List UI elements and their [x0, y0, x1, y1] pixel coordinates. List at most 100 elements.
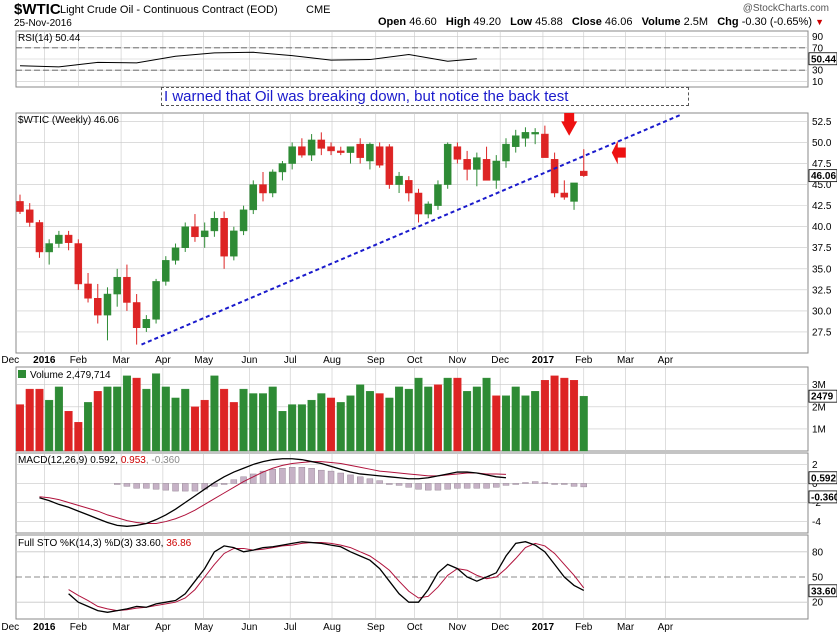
macd-histogram-bar: [386, 483, 393, 485]
volume-bar-up: [579, 395, 588, 452]
macd-histogram-bar: [454, 483, 461, 489]
macd-histogram-bar: [279, 468, 286, 484]
x-axis-label-bottom: 2016: [33, 622, 56, 633]
volume-bar-down: [453, 377, 462, 452]
macd-histogram-bar: [259, 470, 267, 484]
volume-bar-up: [259, 393, 268, 452]
candle-down: [482, 159, 491, 181]
macd-tick-label: 0: [812, 479, 818, 490]
candle-down: [64, 234, 73, 243]
candle-down: [375, 146, 384, 166]
macd-histogram-bar: [308, 468, 315, 484]
close-value: 46.06: [604, 16, 633, 28]
price-panel-title: $WTIC (Weekly) 46.06: [18, 115, 119, 126]
volume-bar-up: [307, 399, 316, 452]
rsi-last-value-box: [808, 52, 837, 66]
candle-down: [463, 159, 471, 170]
macd-histogram-bar: [425, 483, 432, 491]
volume-bar-down: [16, 404, 25, 452]
price-last-value-box: [808, 169, 837, 183]
x-axis-label: May: [194, 355, 213, 366]
chart-header: $WTIC Light Crude Oil - Continuous Contr…: [0, 0, 837, 30]
x-axis-label-bottom: Apr: [658, 622, 674, 633]
volume-bar-down: [190, 406, 199, 452]
candle-down: [220, 218, 228, 257]
red-down-arrow-icon: [561, 113, 578, 136]
price-tick-label: 27.5: [812, 327, 832, 338]
candle-up: [502, 143, 510, 162]
macd-tick-label: -4: [812, 517, 821, 528]
chg-value: -0.30 (-0.65%): [741, 16, 812, 28]
candle-up: [181, 226, 189, 248]
macd-last-value: 0.592: [811, 473, 836, 484]
volume-bar-down: [229, 402, 238, 452]
x-axis-label-bottom: Aug: [323, 622, 341, 633]
macd-histogram-bar: [337, 472, 344, 484]
volume-bar-up: [317, 393, 326, 452]
rsi-title: RSI(14) 50.44: [18, 33, 81, 44]
x-axis-label: Mar: [617, 355, 635, 366]
macd-histogram-bar: [483, 483, 490, 489]
volume-bar-up: [385, 397, 394, 452]
macd-hist-last-value: -0.360: [811, 492, 837, 503]
macd-histogram-bar: [570, 483, 578, 487]
volume-bar-down: [93, 391, 102, 452]
macd-histogram-bar: [318, 469, 325, 484]
candle-down: [414, 192, 423, 215]
macd-histogram-bar: [473, 483, 481, 489]
x-axis-label-bottom: Feb: [575, 622, 593, 633]
x-axis-label-bottom: Mar: [112, 622, 130, 633]
volume-bar-down: [327, 397, 336, 452]
x-axis-label: Oct: [407, 355, 423, 366]
chart-date: 25-Nov-2016: [14, 18, 72, 29]
candle-up: [200, 230, 209, 238]
volume-bar-up: [502, 395, 511, 452]
candle-down: [25, 209, 34, 223]
macd-histogram-bar: [415, 483, 422, 490]
x-axis-label-bottom: May: [194, 622, 213, 633]
stockcharts-watermark: @StockCharts.com: [742, 3, 829, 14]
volume-bar-up: [142, 388, 151, 452]
volume-bar-up: [113, 386, 122, 452]
volume-bar-up: [122, 375, 131, 452]
macd-last-value-box: [808, 471, 837, 485]
macd-histogram-bar: [376, 480, 383, 484]
annotation-text: I warned that Oil was breaking down, but…: [164, 88, 569, 105]
candle-up: [366, 143, 374, 162]
volume-bar-up: [288, 404, 297, 452]
ohlc-readout: Open 46.60 High 49.20 Low 45.88 Close 46…: [378, 16, 824, 28]
volume-bar-up: [103, 386, 112, 452]
volume-bar-up: [482, 377, 491, 452]
candle-down: [337, 150, 345, 153]
open-value: 46.60: [409, 16, 437, 28]
candle-up: [210, 218, 219, 232]
candle-up: [288, 146, 296, 164]
candle-up: [171, 247, 180, 261]
price-panel: [15, 112, 809, 354]
x-axis-label-bottom: Dec: [1, 622, 19, 633]
sto-d-value: 36.86: [166, 538, 191, 549]
macd-histogram-bar: [395, 483, 403, 486]
open-label: Open: [378, 16, 407, 28]
candle-down: [123, 276, 131, 303]
low-label: Low: [510, 16, 533, 28]
x-axis-label-bottom: Apr: [155, 622, 171, 633]
macd-histogram-bar: [463, 483, 471, 489]
volume-bar-up: [424, 386, 433, 452]
rsi-tick-label: 10: [812, 77, 824, 88]
volume-bar-down: [35, 388, 44, 452]
low-value: 45.88: [535, 16, 563, 28]
volume-last-value: 2479: [811, 392, 834, 403]
volume-last-value-box: [808, 389, 837, 403]
red-left-arrow-icon: [611, 140, 626, 165]
candle-up: [307, 139, 316, 156]
candle-down: [35, 222, 44, 253]
volume-bar-up: [511, 386, 520, 452]
sto-k-value: 33.60,: [136, 538, 167, 549]
candle-up: [531, 132, 539, 135]
x-axis-label-bottom: Jun: [241, 622, 257, 633]
candle-down: [385, 146, 394, 185]
macd-histogram-bar: [366, 478, 374, 484]
instrument-name: Light Crude Oil - Continuous Contract (E…: [60, 4, 278, 16]
